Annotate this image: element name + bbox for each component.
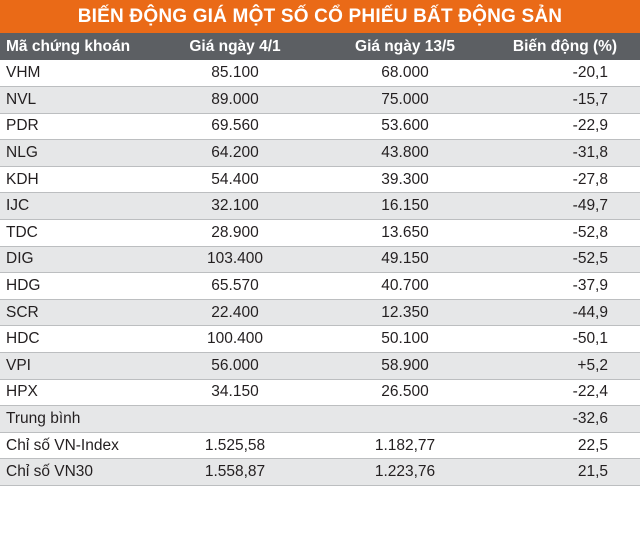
price-jan4-cell: 65.570	[150, 272, 320, 300]
header-change: Biến động (%)	[512, 37, 618, 55]
table-title: BIẾN ĐỘNG GIÁ MỘT SỐ CỔ PHIẾU BẤT ĐỘNG S…	[0, 0, 640, 33]
ticker-cell: HDC	[0, 325, 150, 354]
change-cell: -44,9	[490, 299, 640, 327]
change-cell: -27,8	[490, 166, 640, 194]
table-row: KDH 54.400 39.300 -27,8	[0, 166, 640, 194]
ticker-cell: VHM	[0, 60, 150, 88]
price-may13-cell: 1.182,77	[320, 432, 490, 460]
table-row: DIG 103.400 49.150 -52,5	[0, 246, 640, 274]
table-row: Chỉ số VN-Index 1.525,58 1.182,77 22,5	[0, 432, 640, 460]
ticker-cell: TDC	[0, 219, 150, 247]
table-row: NLG 64.200 43.800 -31,8	[0, 139, 640, 167]
price-may13-cell: 53.600	[320, 113, 490, 141]
price-jan4-cell: 54.400	[150, 166, 320, 194]
ticker-cell: NVL	[0, 86, 150, 114]
change-cell: -49,7	[490, 192, 640, 221]
header-ticker: Mã chứng khoán	[6, 37, 131, 55]
price-may13-cell: 13.650	[320, 219, 490, 247]
table-row: Trung bình -32,6	[0, 405, 640, 433]
price-jan4-cell: 22.400	[150, 299, 320, 327]
header-price-may13: Giá ngày 13/5	[355, 37, 455, 55]
table-row: PDR 69.560 53.600 -22,9	[0, 113, 640, 141]
change-cell: -20,1	[490, 60, 640, 88]
price-may13-cell: 12.350	[320, 299, 490, 327]
price-may13-cell: 1.223,76	[320, 458, 490, 486]
price-jan4-cell: 34.150	[150, 379, 320, 407]
table-row: VPI 56.000 58.900 +5,2	[0, 352, 640, 380]
ticker-cell: Trung bình	[0, 405, 150, 433]
table-row: SCR 22.400 12.350 -44,9	[0, 299, 640, 327]
price-jan4-cell: 32.100	[150, 192, 320, 221]
ticker-cell: VPI	[0, 352, 150, 380]
price-jan4-cell	[150, 405, 320, 433]
price-may13-cell: 26.500	[320, 379, 490, 407]
table-row: IJC 32.100 16.150 -49,7	[0, 192, 640, 221]
change-cell: -22,9	[490, 113, 640, 141]
stock-price-table: Mã chứng khoán Giá ngày 4/1 Giá ngày 13/…	[0, 33, 640, 486]
price-may13-cell: 58.900	[320, 352, 490, 380]
table-row: TDC 28.900 13.650 -52,8	[0, 219, 640, 247]
price-may13-cell	[320, 405, 490, 433]
price-jan4-cell: 64.200	[150, 139, 320, 167]
change-cell: -52,5	[490, 246, 640, 274]
ticker-cell: Chỉ số VN30	[0, 458, 150, 486]
price-may13-cell: 16.150	[320, 192, 490, 221]
ticker-cell: Chỉ số VN-Index	[0, 432, 150, 460]
ticker-cell: HPX	[0, 379, 150, 407]
change-cell: -22,4	[490, 379, 640, 407]
table-row: VHM 85.100 68.000 -20,1	[0, 60, 640, 88]
ticker-cell: NLG	[0, 139, 150, 167]
price-may13-cell: 49.150	[320, 246, 490, 274]
price-jan4-cell: 100.400	[150, 325, 320, 354]
price-jan4-cell: 56.000	[150, 352, 320, 380]
price-may13-cell: 68.000	[320, 60, 490, 88]
price-jan4-cell: 69.560	[150, 113, 320, 141]
price-may13-cell: 50.100	[320, 325, 490, 354]
change-cell: +5,2	[490, 352, 640, 380]
price-jan4-cell: 28.900	[150, 219, 320, 247]
price-jan4-cell: 89.000	[150, 86, 320, 114]
ticker-cell: SCR	[0, 299, 150, 327]
price-may13-cell: 43.800	[320, 139, 490, 167]
table-row: Chỉ số VN30 1.558,87 1.223,76 21,5	[0, 458, 640, 486]
table-row: HDC 100.400 50.100 -50,1	[0, 325, 640, 354]
price-may13-cell: 39.300	[320, 166, 490, 194]
price-jan4-cell: 1.525,58	[150, 432, 320, 460]
ticker-cell: HDG	[0, 272, 150, 300]
ticker-cell: KDH	[0, 166, 150, 194]
change-cell: -52,8	[490, 219, 640, 247]
price-jan4-cell: 103.400	[150, 246, 320, 274]
table-row: HDG 65.570 40.700 -37,9	[0, 272, 640, 300]
change-cell: -32,6	[490, 405, 640, 433]
change-cell: 21,5	[490, 458, 640, 486]
ticker-cell: IJC	[0, 192, 150, 221]
header-row: Mã chứng khoán Giá ngày 4/1 Giá ngày 13/…	[0, 33, 640, 60]
price-jan4-cell: 1.558,87	[150, 458, 320, 486]
change-cell: 22,5	[490, 432, 640, 460]
change-cell: -15,7	[490, 86, 640, 114]
table-row: NVL 89.000 75.000 -15,7	[0, 86, 640, 114]
change-cell: -31,8	[490, 139, 640, 167]
change-cell: -37,9	[490, 272, 640, 300]
change-cell: -50,1	[490, 325, 640, 354]
table-row: HPX 34.150 26.500 -22,4	[0, 379, 640, 407]
price-may13-cell: 40.700	[320, 272, 490, 300]
price-jan4-cell: 85.100	[150, 60, 320, 88]
header-price-jan4: Giá ngày 4/1	[189, 37, 281, 55]
price-may13-cell: 75.000	[320, 86, 490, 114]
ticker-cell: PDR	[0, 113, 150, 141]
ticker-cell: DIG	[0, 246, 150, 274]
